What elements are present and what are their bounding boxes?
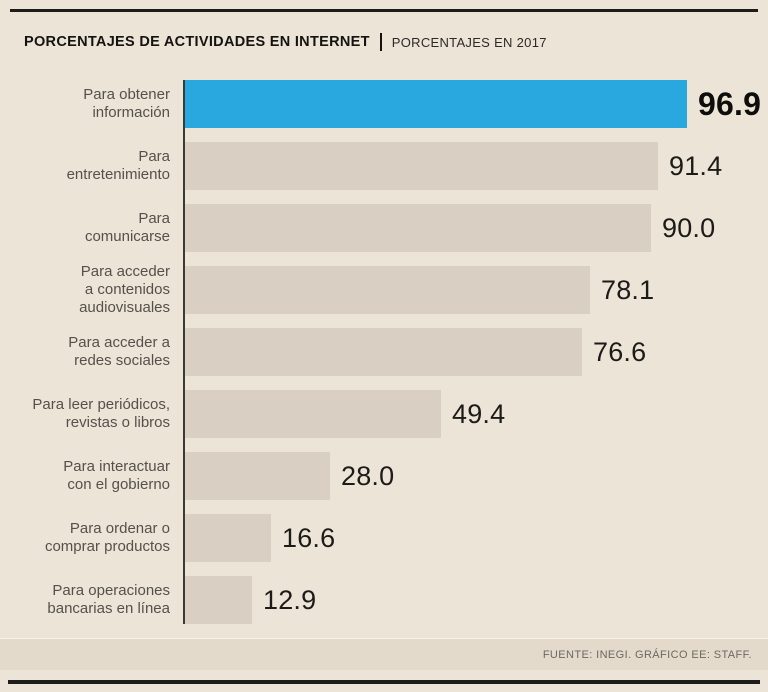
category-label: Para operaciones bancarias en línea: [47, 581, 170, 617]
category-label: Para acceder a contenidos audiovisuales: [79, 262, 170, 317]
category-label: Para comunicarse: [84, 209, 170, 245]
bar-area: 12.9: [183, 576, 768, 624]
bottom-rule: [8, 680, 760, 684]
bar: [185, 80, 687, 128]
value-label: 76.6: [593, 336, 647, 367]
category-label: Para ordenar o comprar productos: [44, 519, 170, 555]
bar-area: 16.6: [183, 514, 768, 562]
value-label: 16.6: [282, 522, 336, 553]
category-label: Para acceder a redes sociales: [68, 333, 170, 369]
chart-row: Para obtener información 96.9: [0, 80, 768, 128]
bar: [185, 514, 271, 562]
value-label: 12.9: [263, 584, 317, 615]
chart-title: PORCENTAJES DE ACTIVIDADES EN INTERNET: [24, 34, 370, 50]
top-rule: [10, 9, 758, 12]
bar: [185, 576, 252, 624]
category-label: Para obtener información: [83, 85, 170, 121]
bar: [185, 390, 441, 438]
category-label: Para leer periódicos, revistas o libros: [32, 395, 170, 431]
chart-row: Para entretenimiento 91.4: [0, 142, 768, 190]
title-separator: [379, 33, 382, 51]
chart-row: Para ordenar o comprar productos 16.6: [0, 514, 768, 562]
bar-area: 49.4: [183, 390, 768, 438]
value-label: 91.4: [669, 150, 723, 181]
bar-area: 96.9: [183, 80, 768, 128]
bar: [185, 266, 590, 314]
bar: [185, 452, 330, 500]
bar-area: 78.1: [183, 266, 768, 314]
chart-row: Para interactuar con el gobierno 28.0: [0, 452, 768, 500]
value-label: 78.1: [601, 274, 655, 305]
bar-area: 28.0: [183, 452, 768, 500]
bar-area: 76.6: [183, 328, 768, 376]
footer: FUENTE: INEGI. GRÁFICO EE: STAFF.: [0, 638, 768, 670]
value-label: 49.4: [452, 398, 506, 429]
category-label: Para interactuar con el gobierno: [63, 457, 170, 493]
chart-row: Para operaciones bancarias en línea 12.9: [0, 576, 768, 624]
chart-row: Para leer periódicos, revistas o libros …: [0, 390, 768, 438]
chart-rows: Para obtener información 96.9 Para entre…: [0, 80, 768, 624]
value-label: 28.0: [341, 460, 395, 491]
bar-area: 90.0: [183, 204, 768, 252]
chart-row: Para comunicarse 90.0: [0, 204, 768, 252]
bar-chart: Para obtener información 96.9 Para entre…: [0, 80, 768, 624]
bar: [185, 204, 651, 252]
bar: [185, 142, 658, 190]
chart-row: Para acceder a contenidos audiovisuales …: [0, 263, 768, 317]
source-credit: FUENTE: INEGI. GRÁFICO EE: STAFF.: [542, 648, 752, 661]
chart-subtitle: PORCENTAJES EN 2017: [391, 34, 547, 50]
value-label: 96.9: [698, 85, 762, 122]
chart-row: Para acceder a redes sociales 76.6: [0, 328, 768, 376]
category-label: Para entretenimiento: [66, 147, 170, 183]
axis-line: [183, 80, 185, 624]
header: PORCENTAJES DE ACTIVIDADES EN INTERNET P…: [24, 33, 748, 51]
bar: [185, 328, 582, 376]
value-label: 90.0: [662, 212, 716, 243]
bar-area: 91.4: [183, 142, 768, 190]
